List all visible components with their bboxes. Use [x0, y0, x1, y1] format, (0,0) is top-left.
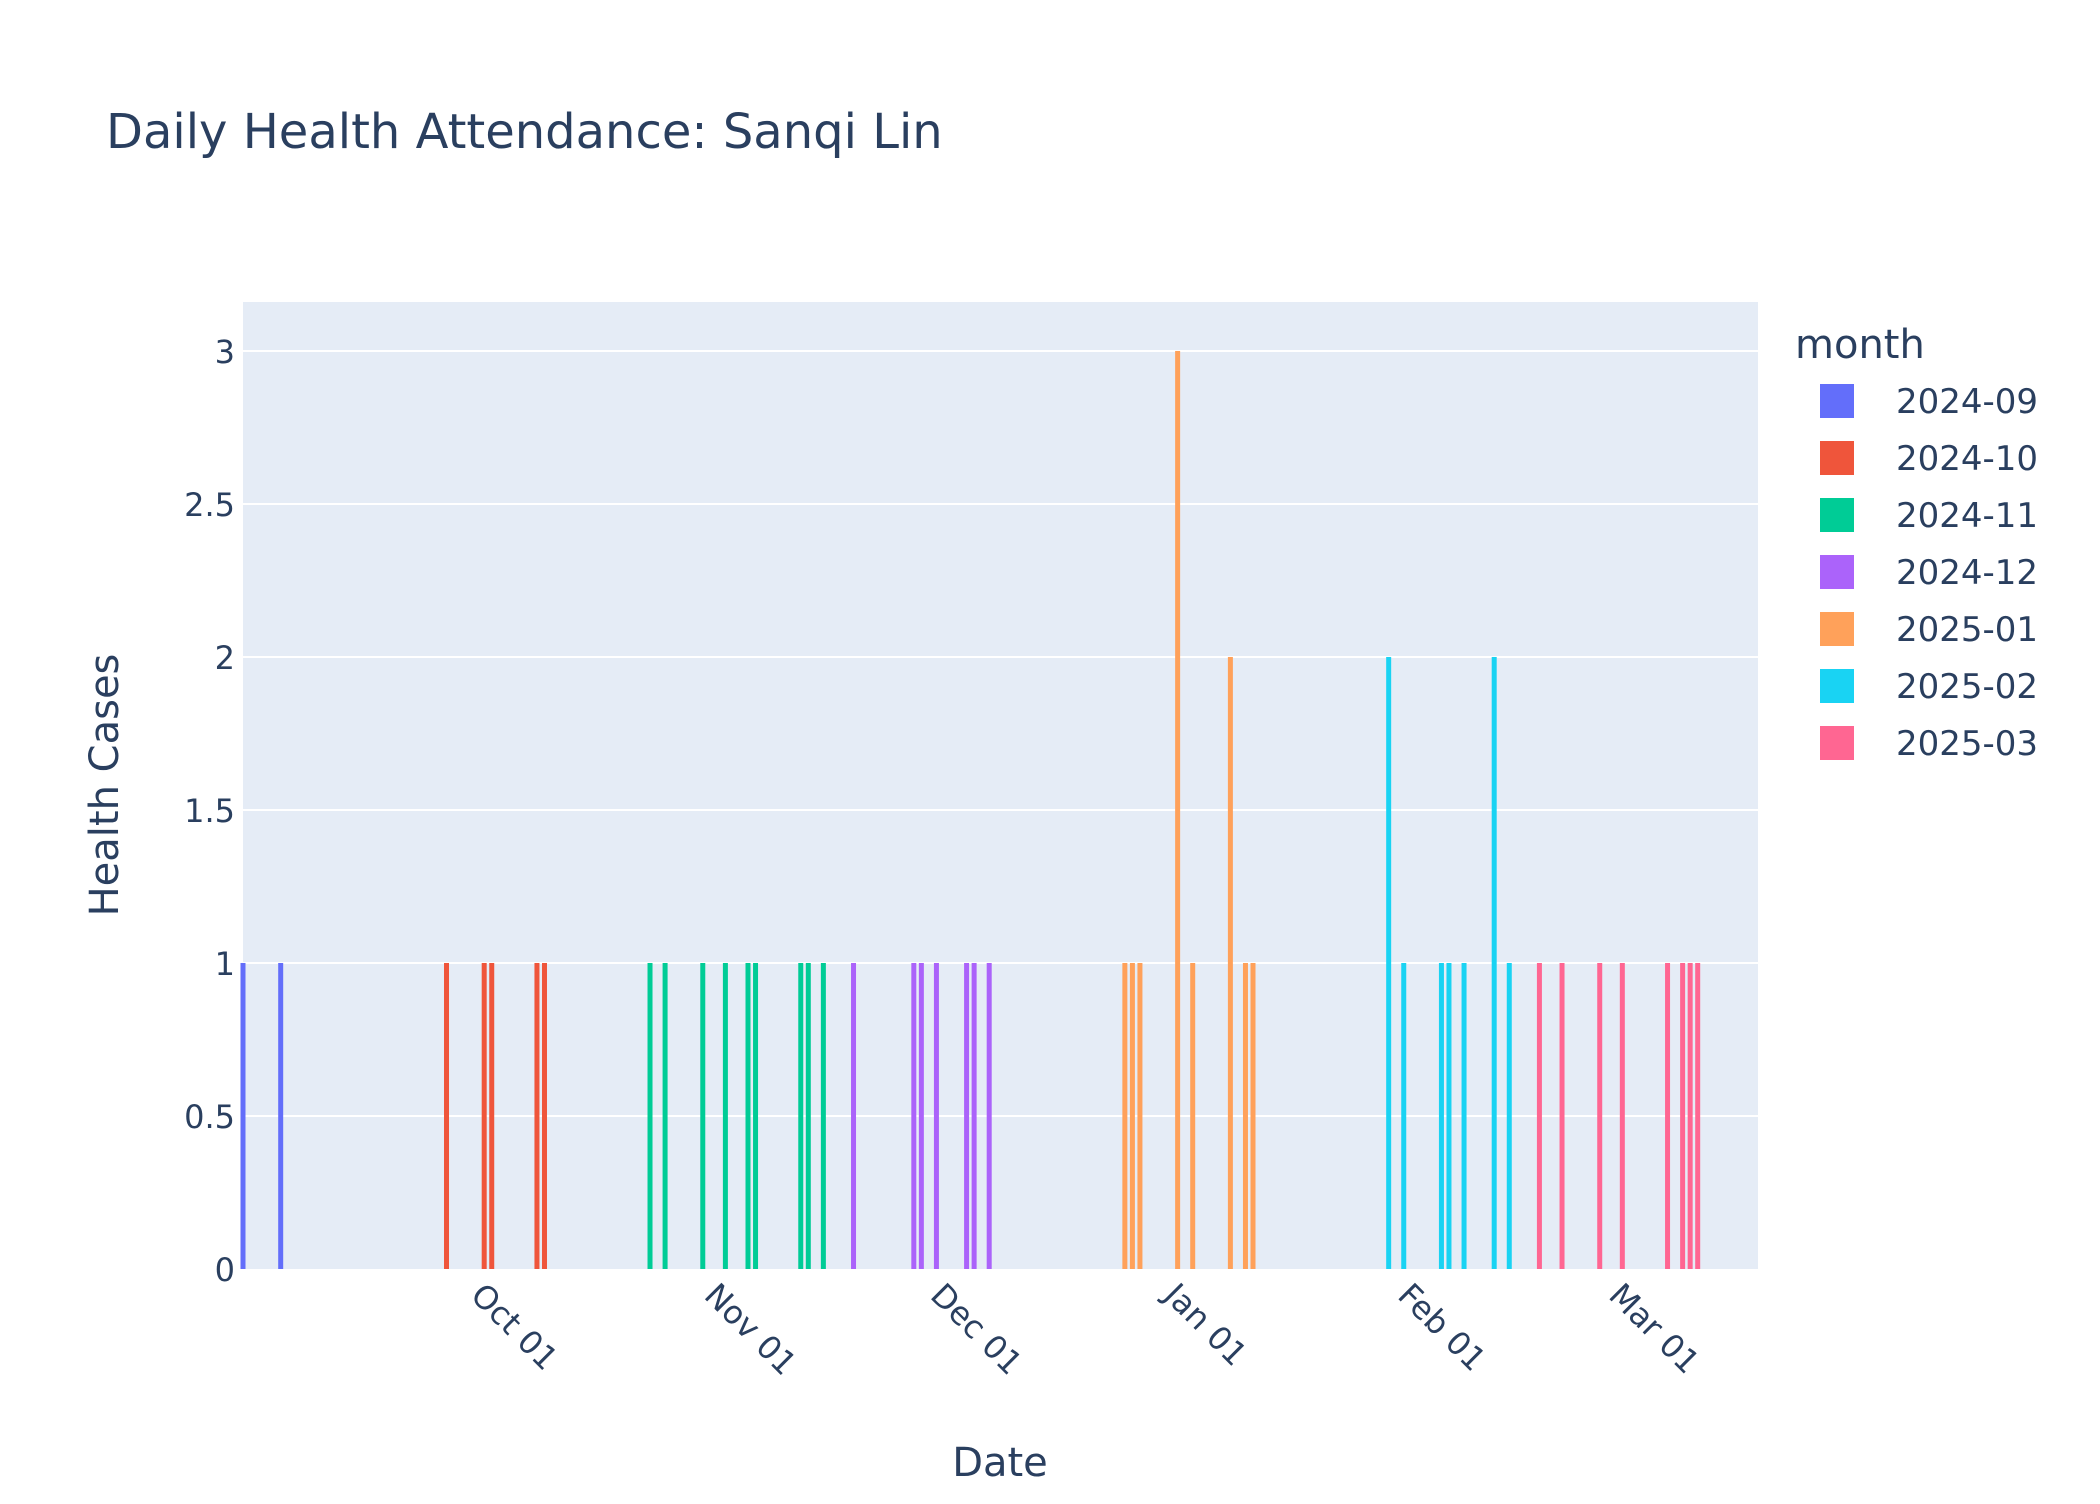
bar — [700, 962, 706, 1269]
legend: month 2024-09 2024-10 2024-11 2024-12 2025-0… — [1795, 322, 2038, 764]
legend-title: month — [1795, 322, 1925, 368]
bar — [1619, 962, 1625, 1269]
bar — [722, 962, 728, 1269]
bar — [1491, 656, 1497, 1269]
bar — [534, 962, 540, 1269]
y-tick-label: 0 — [215, 1251, 235, 1289]
bar — [1597, 962, 1603, 1269]
legend-label: 2024-11 — [1896, 496, 2038, 536]
bar — [986, 962, 992, 1269]
y-axis-title: Health Cases — [82, 654, 128, 917]
bar — [964, 962, 970, 1269]
bar — [662, 962, 668, 1269]
bar — [1175, 350, 1181, 1269]
bar — [1687, 962, 1693, 1269]
bar — [1446, 962, 1452, 1269]
bar — [240, 962, 246, 1269]
legend-label: 2025-02 — [1896, 667, 2038, 707]
bar — [647, 962, 653, 1269]
y-tick-label: 2 — [215, 639, 235, 677]
bar — [971, 962, 977, 1269]
bars — [240, 350, 1701, 1269]
x-tick-label: Feb 01 — [1391, 1276, 1494, 1379]
bar — [1250, 962, 1256, 1269]
bar — [1137, 962, 1143, 1269]
bar — [1401, 962, 1407, 1269]
bar — [1665, 962, 1671, 1269]
legend-swatch — [1820, 726, 1854, 760]
bar — [745, 962, 751, 1269]
bar — [851, 962, 857, 1269]
bar — [1438, 962, 1444, 1269]
bar — [1190, 962, 1196, 1269]
chart-title: Daily Health Attendance: Sanqi Lin — [106, 104, 943, 160]
y-tick-label: 0.5 — [184, 1098, 235, 1136]
bar — [1695, 962, 1701, 1269]
x-tick-label: Jan 01 — [1155, 1274, 1254, 1373]
y-tick-label: 1 — [215, 945, 235, 983]
y-axis-ticks: 0 0.5 1 1.5 2 2.5 3 — [184, 333, 235, 1289]
plot-background — [243, 302, 1758, 1269]
x-tick-label: Mar 01 — [1602, 1276, 1708, 1382]
y-tick-label: 2.5 — [184, 486, 235, 524]
y-tick-label: 3 — [215, 333, 235, 371]
legend-swatch — [1820, 612, 1854, 646]
legend-swatch — [1820, 669, 1854, 703]
legend-label: 2024-09 — [1896, 382, 2038, 422]
bar — [481, 962, 487, 1269]
grid-lines — [243, 349, 1758, 1117]
bar — [444, 962, 450, 1269]
bar — [1680, 962, 1686, 1269]
legend-label: 2024-10 — [1896, 439, 2038, 479]
legend-swatch — [1820, 555, 1854, 589]
legend-label: 2025-03 — [1896, 724, 2038, 764]
bar — [1242, 962, 1248, 1269]
bar — [489, 962, 495, 1269]
bar — [1129, 962, 1135, 1269]
legend-label: 2025-01 — [1896, 610, 2038, 650]
bar — [1386, 656, 1392, 1269]
bar — [753, 962, 759, 1269]
bar — [1122, 962, 1128, 1269]
bar — [805, 962, 811, 1269]
legend-label: 2024-12 — [1896, 553, 2038, 593]
x-axis-title: Date — [952, 1440, 1048, 1486]
bar — [911, 962, 917, 1269]
bar — [798, 962, 804, 1269]
legend-items: 2024-09 2024-10 2024-11 2024-12 2025-01 2025-… — [1820, 382, 2038, 764]
x-axis-ticks: Oct 01 Nov 01 Dec 01 Jan 01 Feb 01 Mar 01 — [463, 1274, 1707, 1382]
bar — [1227, 656, 1233, 1269]
bar — [541, 962, 547, 1269]
x-tick-label: Oct 01 — [463, 1276, 565, 1378]
bar — [1559, 962, 1565, 1269]
legend-swatch — [1820, 384, 1854, 418]
bar — [1506, 962, 1512, 1269]
bar — [1461, 962, 1467, 1269]
legend-swatch — [1820, 498, 1854, 532]
bar — [278, 962, 284, 1269]
legend-swatch — [1820, 441, 1854, 475]
bar — [918, 962, 924, 1269]
bar — [1536, 962, 1542, 1269]
bar — [820, 962, 826, 1269]
x-tick-label: Dec 01 — [923, 1276, 1030, 1383]
y-tick-label: 1.5 — [184, 792, 235, 830]
bar — [933, 962, 939, 1269]
x-tick-label: Nov 01 — [697, 1276, 804, 1383]
